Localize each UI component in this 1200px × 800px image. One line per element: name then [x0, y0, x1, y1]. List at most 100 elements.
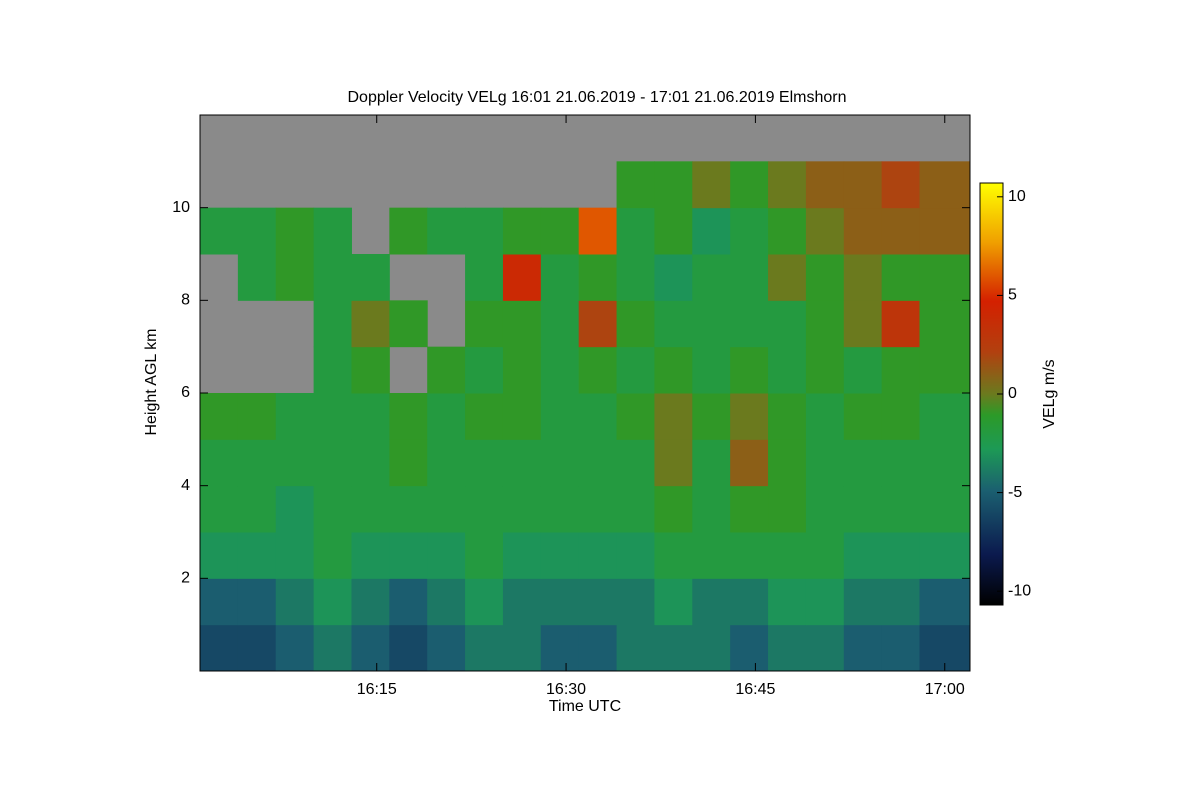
heatmap-cell: [805, 393, 845, 440]
heatmap-cell: [465, 207, 504, 255]
heatmap-cell: [578, 254, 618, 301]
heatmap-cell: [768, 254, 807, 301]
heatmap-cell: [692, 254, 731, 301]
heatmap-cell: [502, 207, 542, 255]
heatmap-cell: [805, 207, 845, 255]
heatmap-cell: [313, 578, 352, 626]
y-tick-label: 4: [181, 477, 190, 494]
heatmap-cell: [578, 532, 618, 579]
heatmap-cell: [275, 485, 315, 533]
heatmap-cell: [540, 393, 580, 440]
heatmap-cell: [654, 439, 693, 487]
heatmap-cell: [502, 439, 542, 487]
heatmap-cell: [502, 624, 542, 672]
heatmap-cell: [654, 578, 693, 626]
heatmap-cell: [540, 207, 580, 255]
heatmap-cell: [578, 346, 618, 394]
y-tick-label: 8: [181, 292, 190, 309]
heatmap-cell: [351, 578, 390, 626]
heatmap-cell: [654, 393, 693, 440]
heatmap-cell: [502, 485, 542, 533]
heatmap-cell: [805, 346, 845, 394]
y-tick-label: 10: [172, 199, 190, 216]
heatmap-cell: [313, 532, 352, 579]
heatmap-cell: [805, 254, 845, 301]
heatmap-cell: [427, 624, 466, 672]
heatmap-cell: [237, 485, 277, 533]
heatmap-cell: [881, 300, 921, 348]
heatmap-cell: [843, 532, 883, 579]
heatmap-cell: [578, 207, 618, 255]
heatmap-cell: [351, 624, 390, 672]
heatmap-cell: [616, 393, 655, 440]
heatmap-cell: [540, 254, 580, 301]
heatmap-cell: [465, 578, 504, 626]
heatmap-cell: [654, 300, 693, 348]
heatmap-cell: [200, 439, 239, 487]
heatmap-cell: [730, 439, 769, 487]
heatmap-cell: [351, 346, 390, 394]
heatmap-cell: [730, 393, 769, 440]
heatmap-cell: [843, 624, 883, 672]
heatmap-cell: [389, 393, 428, 440]
heatmap-cell: [427, 485, 466, 533]
heatmap-cell: [465, 346, 504, 394]
heatmap-cell: [465, 624, 504, 672]
heatmap-cell: [313, 485, 352, 533]
heatmap-cell: [616, 439, 655, 487]
heatmap-cell: [654, 532, 693, 579]
heatmap-cell: [919, 254, 971, 301]
heatmap-cell: [237, 393, 277, 440]
heatmap-cell: [427, 393, 466, 440]
heatmap-cell: [843, 254, 883, 301]
heatmap-cell: [616, 161, 655, 209]
y-tick-label: 6: [181, 384, 190, 401]
heatmap-cell: [578, 624, 618, 672]
colorbar-label: VELg m/s: [1041, 359, 1058, 428]
heatmap-cell: [692, 439, 731, 487]
heatmap-cell: [881, 254, 921, 301]
heatmap-cell: [389, 485, 428, 533]
heatmap-cell: [919, 161, 971, 209]
heatmap-cell: [313, 254, 352, 301]
heatmap-cell: [919, 346, 971, 394]
heatmap-cell: [578, 393, 618, 440]
heatmap-cell: [465, 485, 504, 533]
heatmap-cell: [616, 346, 655, 394]
heatmap-cell: [692, 578, 731, 626]
heatmap-cell: [351, 300, 390, 348]
heatmap-cell: [919, 532, 971, 579]
heatmap-cell: [351, 393, 390, 440]
y-axis-label: Height AGL km: [143, 328, 160, 435]
heatmap-cell: [502, 300, 542, 348]
chart-title: Doppler Velocity VELg 16:01 21.06.2019 -…: [347, 89, 846, 106]
heatmap-cell: [730, 161, 769, 209]
heatmap-cell: [389, 578, 428, 626]
heatmap-cell: [843, 161, 883, 209]
heatmap-cell: [881, 485, 921, 533]
x-tick-label: 17:00: [925, 681, 965, 698]
heatmap-cell: [692, 624, 731, 672]
heatmap-cell: [692, 346, 731, 394]
heatmap-cell: [768, 439, 807, 487]
heatmap-cell: [805, 578, 845, 626]
heatmap-cell: [843, 393, 883, 440]
heatmap-cell: [237, 254, 277, 301]
heatmap-cell: [768, 393, 807, 440]
heatmap-cell: [768, 346, 807, 394]
y-tick-label: 2: [181, 570, 190, 587]
heatmap-cell: [616, 300, 655, 348]
heatmap-cell: [654, 624, 693, 672]
heatmap-cell: [881, 346, 921, 394]
heatmap-cell: [313, 393, 352, 440]
heatmap-cell: [805, 532, 845, 579]
heatmap-cell: [540, 624, 580, 672]
heatmap-cell: [540, 439, 580, 487]
heatmap-cell: [540, 485, 580, 533]
heatmap-cell: [200, 207, 239, 255]
heatmap-cell: [275, 207, 315, 255]
colorbar-tick-label: -10: [1008, 582, 1031, 599]
heatmap-cell: [919, 300, 971, 348]
heatmap-cell: [730, 254, 769, 301]
